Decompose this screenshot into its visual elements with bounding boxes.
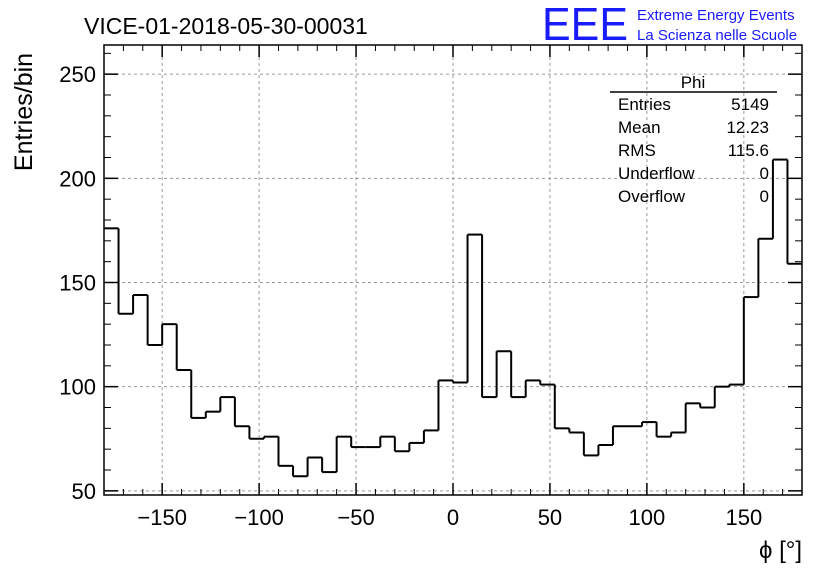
chart-title: VICE-01-2018-05-30-00031 [84,13,368,39]
grid-lines [104,45,802,495]
stats-row-label: Entries [618,95,671,114]
histogram-series [104,158,802,478]
stats-rows: Entries 5149 Mean 12.23 RMS 115.6 Underflow 0 Ov… [618,95,769,206]
y-tick-label: 150 [59,271,96,296]
x-tick-label: −100 [234,505,284,530]
logo-line-1: Extreme Energy Events [637,7,795,24]
stats-row-label: Overflow [618,187,686,206]
logo-mark: EEE [542,0,628,50]
stats-row-label: Mean [618,118,661,137]
stats-row-label: Underflow [618,164,695,183]
stats-row-value: 5149 [731,95,769,114]
y-tick-label: 50 [72,479,96,504]
y-tick-label: 100 [59,375,96,400]
x-tick-label: 100 [629,505,666,530]
x-tick-label: 150 [725,505,762,530]
stats-row-value: 0 [760,187,769,206]
y-tick-label: 250 [59,62,96,87]
x-axis-label: ϕ [°] [759,537,802,564]
stats-row-value: 115.6 [728,141,769,160]
y-axis-label: Entries/bin [10,53,38,171]
stats-row-value: 12.23 [726,118,769,137]
stats-row-value: 0 [760,164,769,183]
logo-line-2: La Scienza nelle Scuole [637,27,797,44]
x-tick-label: −50 [337,505,374,530]
axes: −150 −100 −50 0 50 100 150 50 100 150 200 250 [59,44,803,530]
x-tick-label: 0 [447,505,459,530]
x-tick-label: 50 [538,505,562,530]
x-tick-label: −150 [137,505,187,530]
stats-row-label: RMS [618,141,656,160]
stats-box: Phi Entries 5149 Mean 12.23 RMS 115.6 Underflo… [610,73,777,206]
stats-title: Phi [681,73,706,92]
y-tick-label: 200 [59,166,96,191]
eee-logo: EEE Extreme Energy Events La Scienza nel… [542,0,797,50]
